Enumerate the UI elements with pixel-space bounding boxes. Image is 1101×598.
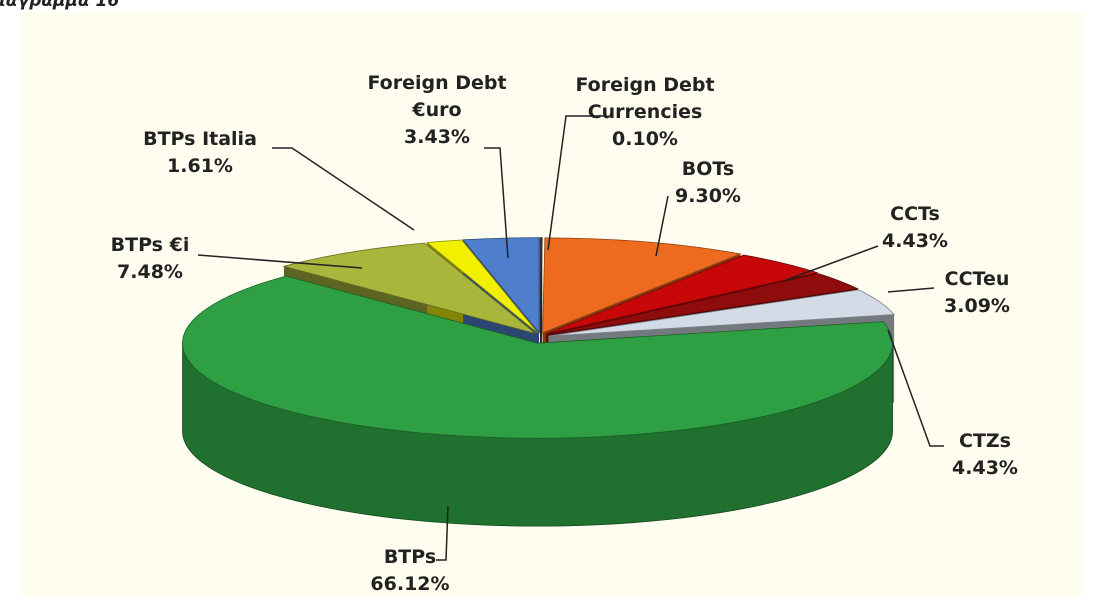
label-value: 3.43% <box>404 126 470 148</box>
slice <box>426 239 538 334</box>
data-label: Foreign Debt €uro 3.43% <box>342 70 532 151</box>
leader-line <box>887 287 935 293</box>
label-value: 66.12% <box>370 573 450 595</box>
label-category: BTPs Italia <box>143 128 257 150</box>
caption: Διάγραμμα 16 <box>0 0 120 11</box>
leader-line <box>197 254 363 269</box>
slice <box>539 237 543 333</box>
label-category: BTPs €i <box>110 234 190 256</box>
label-value: 9.30% <box>675 185 741 207</box>
data-label: CCTs 4.43% <box>835 201 995 255</box>
slice <box>548 289 895 337</box>
label-category: BTPs <box>383 546 437 568</box>
slice <box>462 237 540 334</box>
leader-line <box>547 115 606 251</box>
leader-line <box>887 329 944 447</box>
leader-lines <box>197 115 944 561</box>
data-label: BTPs Italia 1.61% <box>100 126 300 180</box>
label-category: Foreign Debt €uro <box>367 72 507 121</box>
slice <box>545 254 819 335</box>
data-label: BTPs €i 7.48% <box>50 232 250 286</box>
label-value: 3.09% <box>944 295 1010 317</box>
slice <box>182 275 893 439</box>
label-value: 0.10% <box>612 128 678 150</box>
leader-line <box>272 147 415 231</box>
leader-line <box>436 505 449 561</box>
label-value: 4.43% <box>952 457 1018 479</box>
label-value: 7.48% <box>117 261 183 283</box>
label-category: CTZs <box>959 430 1011 452</box>
label-value: 1.61% <box>167 155 233 177</box>
label-category: Foreign Debt Currencies <box>575 74 715 123</box>
slice <box>547 273 859 336</box>
label-category: CCTs <box>890 203 940 225</box>
data-label: CCTeu 3.09% <box>897 266 1057 320</box>
slice <box>282 242 536 334</box>
slice <box>542 237 742 334</box>
leader-line <box>655 195 669 257</box>
leader-line <box>785 245 879 281</box>
data-label: CTZs 4.43% <box>905 428 1065 482</box>
pie-tops <box>182 237 895 439</box>
data-label: BTPs 66.12% <box>330 544 490 598</box>
label-category: BOTs <box>681 158 735 180</box>
leader-line <box>484 147 509 259</box>
data-label: BOTs 9.30% <box>628 156 788 210</box>
label-value: 4.43% <box>882 230 948 252</box>
label-category: CCTeu <box>944 268 1010 290</box>
data-label: Foreign Debt Currencies 0.10% <box>535 72 755 153</box>
